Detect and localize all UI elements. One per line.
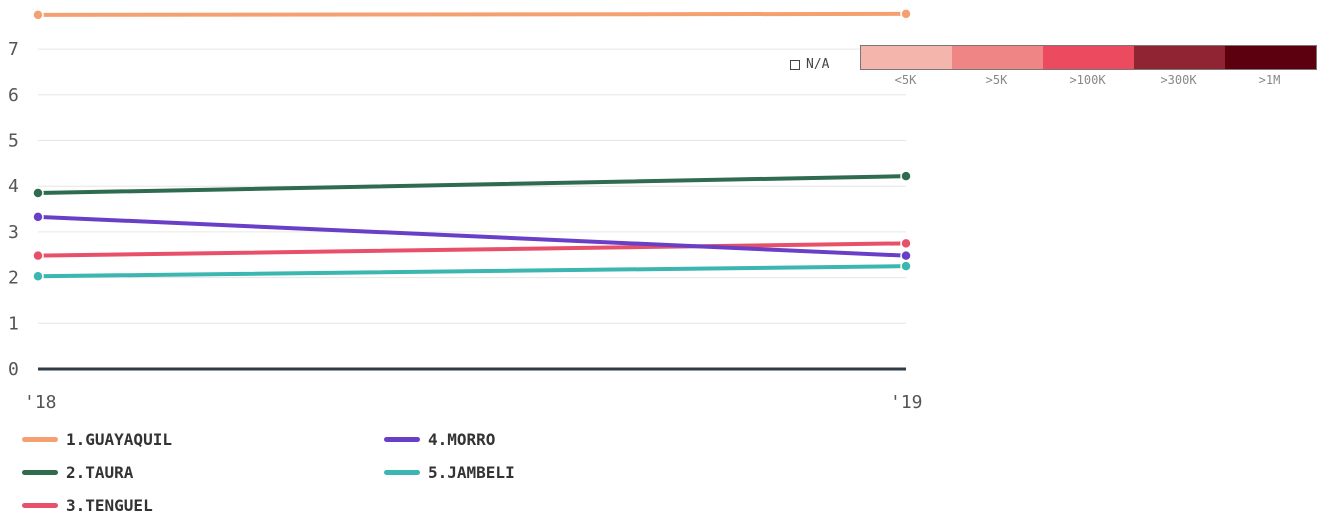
color-scale-label: >1M <box>1258 73 1281 87</box>
y-tick-label: 5 <box>8 131 19 152</box>
y-tick-label: 1 <box>8 313 19 334</box>
series-line <box>36 241 908 258</box>
color-scale-cell <box>1134 46 1225 69</box>
grid-lines <box>38 48 906 324</box>
data-point <box>900 249 912 262</box>
color-scale-label: >5K <box>985 73 1008 87</box>
series-line <box>36 11 908 17</box>
color-scale-label: <5K <box>894 73 917 87</box>
legend-label: 2.TAURA <box>66 463 134 482</box>
color-scale-cell <box>1043 46 1134 69</box>
legend-swatch <box>22 503 58 508</box>
legend-label: 4.MORRO <box>428 430 496 449</box>
data-point <box>32 187 44 199</box>
legend-label: 3.TENGUEL <box>66 496 153 515</box>
series-lines <box>32 8 912 282</box>
color-scale-cell <box>1225 46 1316 69</box>
y-tick-label: 4 <box>8 176 19 197</box>
na-legend: N/A <box>790 57 829 72</box>
legend-item: 2.TAURA <box>22 463 133 482</box>
y-tick-label: 6 <box>8 85 19 106</box>
legend-swatch <box>384 437 420 442</box>
data-point <box>900 170 912 182</box>
y-tick-label: 7 <box>8 39 19 60</box>
legend-swatch <box>22 470 58 475</box>
y-tick-label: 2 <box>8 268 19 289</box>
data-point <box>32 9 44 21</box>
legend-item: 1.GUAYAQUIL <box>22 430 172 449</box>
legend-item: 5.JAMBELI <box>384 463 515 482</box>
legend-item: 3.TENGUEL <box>22 496 153 515</box>
legend-swatch <box>22 437 58 442</box>
legend-swatch <box>384 470 420 475</box>
color-scale-labels: <5K >5K >100K >300K >1M <box>860 73 1315 87</box>
color-scale-bar <box>860 45 1317 70</box>
color-scale-cell <box>952 46 1043 69</box>
y-tick-label: 3 <box>8 222 19 243</box>
color-scale-label: >100K <box>1069 73 1106 87</box>
axes: 0 1 2 3 4 5 6 7 '18 '19 <box>8 39 923 413</box>
data-point <box>32 270 44 282</box>
data-point <box>900 8 912 20</box>
series-line <box>36 174 908 196</box>
legend-label: 5.JAMBELI <box>428 463 515 482</box>
data-point <box>32 249 44 262</box>
na-square-icon <box>790 59 800 70</box>
x-tick-label: '18 <box>24 392 57 413</box>
data-point <box>900 260 912 272</box>
legend-label: 1.GUAYAQUIL <box>66 430 172 449</box>
data-point <box>900 237 912 250</box>
series-line <box>36 264 908 279</box>
color-scale-label: >300K <box>1160 73 1197 87</box>
series-line <box>36 214 908 258</box>
x-tick-label: '19 <box>890 392 923 413</box>
data-point <box>32 211 44 223</box>
color-scale-cell <box>861 46 952 69</box>
na-label: N/A <box>806 57 830 72</box>
legend-item: 4.MORRO <box>384 430 495 449</box>
y-tick-label: 0 <box>8 359 19 380</box>
